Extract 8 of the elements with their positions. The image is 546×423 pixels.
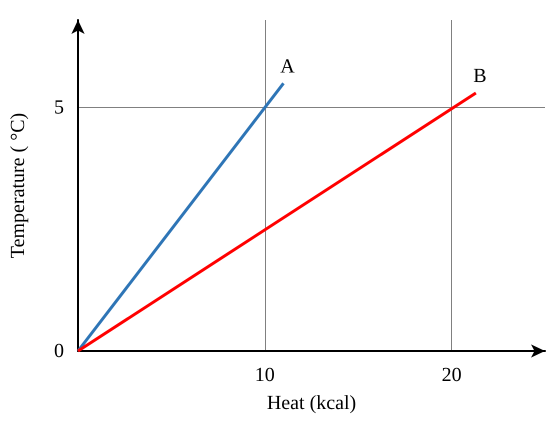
y-axis-title: Temperature ( °C) xyxy=(7,112,29,258)
x-axis-title: Heat (kcal) xyxy=(266,392,356,414)
series-label: A xyxy=(280,55,296,78)
x-tick-label: 10 xyxy=(254,364,275,386)
series-label: B xyxy=(473,65,487,88)
y-tick-label: 5 xyxy=(54,96,64,119)
y-tick-label: 0 xyxy=(54,340,64,362)
x-tick-label: 20 xyxy=(442,364,462,386)
